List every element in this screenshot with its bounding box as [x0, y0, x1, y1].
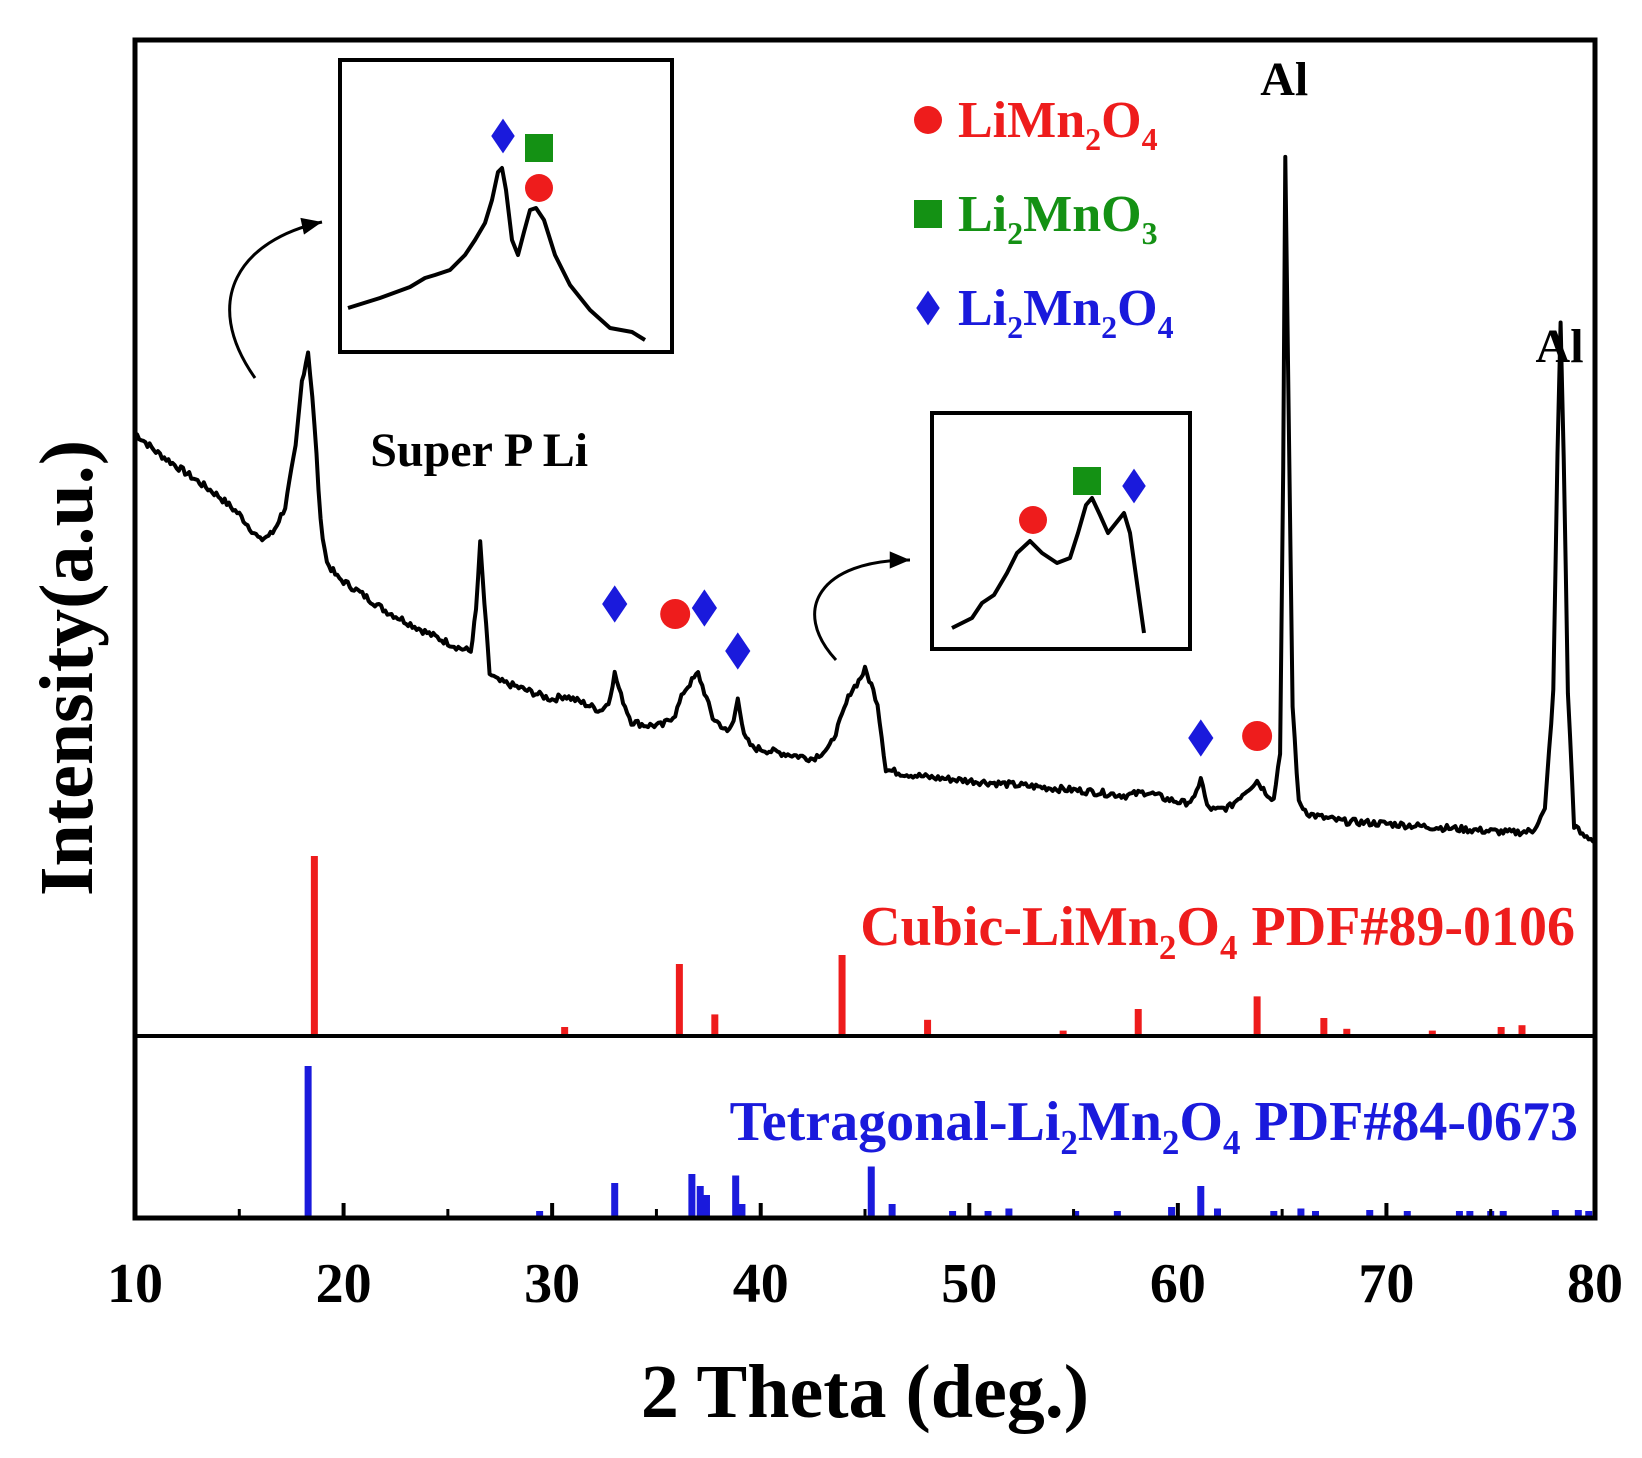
reference-label-part: PDF#84-0673: [1240, 1091, 1578, 1153]
legend-label: Li2Mn2O4: [958, 280, 1174, 345]
peak-marker-diamond: [691, 589, 717, 627]
reference-label-part: Cubic-LiMn: [860, 896, 1159, 958]
inset-marker-square: [1073, 467, 1101, 495]
inset-frame: [930, 411, 1192, 651]
legend-label-part: Mn: [1023, 280, 1101, 337]
reference-label-part: 2: [1060, 1123, 1078, 1162]
reference-label-part: PDF#89-0106: [1237, 896, 1575, 958]
inset-marker-circle: [1019, 506, 1047, 534]
peak-marker-circle: [660, 599, 691, 629]
legend-label-part: 2: [1007, 309, 1023, 345]
legend-symbol-square: [914, 200, 942, 228]
peak-marker-diamond: [1188, 719, 1214, 757]
inset-arrow-head: [889, 551, 910, 569]
x-tick-label: 60: [1150, 1253, 1206, 1315]
legend-label-part: O: [1101, 92, 1141, 149]
legend-label-part: 4: [1158, 309, 1174, 345]
legend-label-part: Li: [958, 280, 1007, 337]
legend-label-part: 3: [1142, 215, 1158, 251]
reference-label-part: Mn: [1078, 1091, 1162, 1153]
y-axis-title: Intensity(a.u.): [25, 440, 109, 896]
legend-label-part: Li: [958, 186, 1007, 243]
inset-arrow: [813, 558, 911, 662]
legend-label-part: MnO: [1023, 186, 1141, 243]
reference-label-part: Tetragonal-Li: [730, 1091, 1061, 1153]
inset-pattern-line: [951, 496, 1146, 634]
legend-label-part: 2: [1101, 309, 1117, 345]
legend-label-part: 4: [1142, 121, 1158, 157]
reference-label-part: O: [1179, 1091, 1223, 1153]
legend-label-part: LiMn: [958, 92, 1085, 149]
reference-label-part: O: [1176, 896, 1220, 958]
x-tick-label: 30: [524, 1253, 580, 1315]
reference-label: Cubic-LiMn2O4 PDF#89-0106: [860, 896, 1575, 967]
x-tick-label: 70: [1358, 1253, 1414, 1315]
x-tick-label: 80: [1567, 1253, 1623, 1315]
reference-label: Tetragonal-Li2Mn2O4 PDF#84-0673: [730, 1091, 1578, 1162]
reference-label-part: 2: [1159, 928, 1177, 967]
peak-marker-diamond: [725, 632, 751, 670]
legend-label: LiMn2O4: [958, 92, 1158, 157]
inset-marker-diamond: [491, 118, 515, 154]
peak-annotation: Al: [1536, 320, 1584, 373]
x-tick-label: 20: [316, 1253, 372, 1315]
inset-pattern-line: [347, 166, 647, 342]
legend-label-part: 2: [1085, 121, 1101, 157]
inset-marker-diamond: [1122, 468, 1146, 504]
inset-arrow: [228, 220, 323, 379]
peak-annotation: Al: [1260, 53, 1308, 106]
inset-arrow-head: [300, 217, 322, 235]
legend-symbol-diamond: [916, 290, 940, 326]
reference-label-part: 4: [1223, 1123, 1241, 1162]
xrd-pattern-line: [133, 154, 1597, 844]
peak-marker-circle: [1242, 721, 1273, 751]
legend-label-part: 2: [1007, 215, 1023, 251]
reference-label-part: 2: [1162, 1123, 1180, 1162]
x-tick-label: 50: [941, 1253, 997, 1315]
inset-marker-square: [525, 134, 553, 162]
x-tick-label: 40: [733, 1253, 789, 1315]
legend-label-part: O: [1117, 280, 1157, 337]
peak-marker-diamond: [602, 585, 628, 623]
inset-marker-circle: [525, 174, 553, 202]
legend-label: Li2MnO3: [958, 186, 1158, 251]
x-axis-title: 2 Theta (deg.): [641, 1350, 1089, 1434]
x-tick-label: 10: [107, 1253, 163, 1315]
legend-symbol-circle: [914, 106, 942, 134]
reference-label-part: 4: [1220, 928, 1238, 967]
peak-annotation: Super P Li: [370, 424, 588, 477]
